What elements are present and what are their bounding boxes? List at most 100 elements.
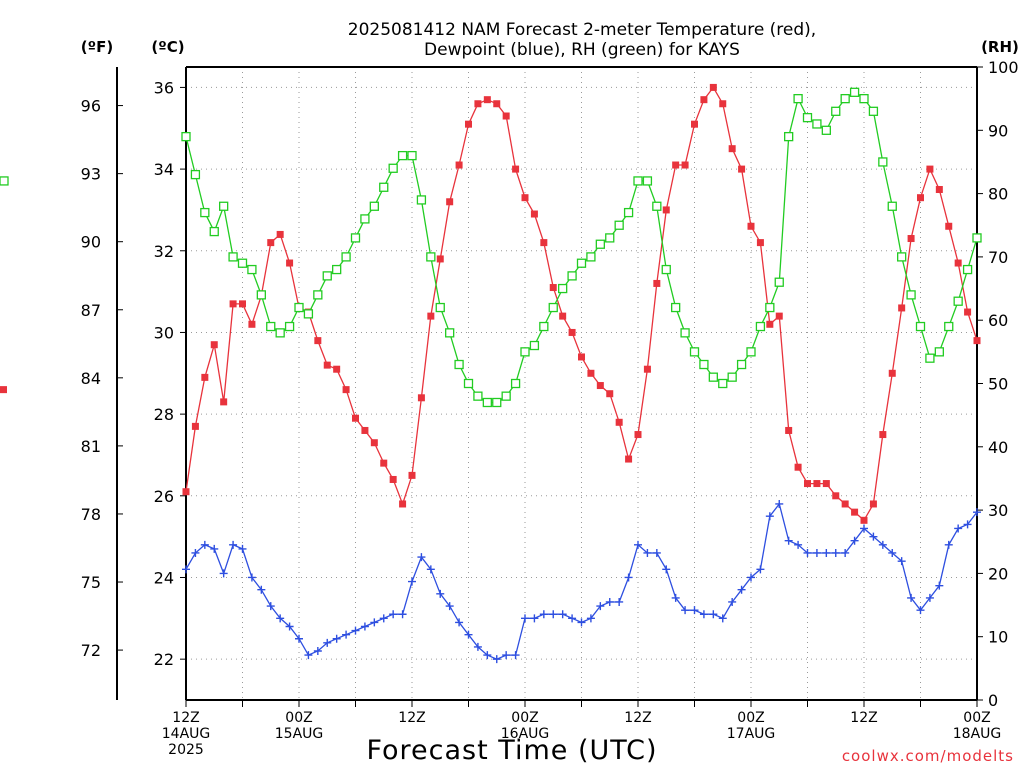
dewpoint-point — [313, 646, 322, 655]
temperature-point — [182, 488, 190, 496]
dewpoint-point — [690, 606, 699, 615]
rh-point — [784, 131, 794, 142]
temperature-point — [756, 239, 764, 247]
dewpoint-point — [634, 540, 642, 549]
temperature-point — [380, 459, 388, 467]
temperature-point — [0, 386, 7, 394]
fahrenheit-tick-label: 78 — [81, 505, 101, 524]
temperature-point — [738, 165, 746, 173]
temperature-point — [672, 161, 680, 169]
dewpoint-point — [370, 618, 379, 627]
dewpoint-point — [200, 540, 209, 549]
rh-point — [473, 391, 483, 401]
dewpoint-point — [276, 614, 285, 623]
temperature-point — [747, 222, 755, 230]
rh-point — [972, 233, 982, 243]
rh-point — [539, 321, 549, 332]
fahrenheit-unit-label: (ºF) — [81, 38, 113, 56]
dewpoint-point — [671, 593, 680, 602]
source-credit: coolwx.com/modelts — [842, 747, 1014, 765]
rh-point — [294, 302, 304, 313]
dewpoint-point — [954, 524, 963, 533]
temperature-point — [314, 337, 322, 345]
temperature-point — [286, 259, 294, 267]
temperature-point — [681, 161, 689, 169]
temperature-point — [926, 165, 934, 173]
dewpoint-point — [775, 499, 784, 508]
rh-point — [831, 106, 841, 116]
time-tick-label: 12Z — [624, 710, 651, 726]
rh-tick-label: 20 — [988, 564, 1008, 583]
dewpoint-point — [728, 597, 737, 606]
temperature-point — [879, 431, 887, 439]
rh-point — [332, 264, 342, 275]
temperature-point — [493, 100, 501, 108]
dewpoint-point — [756, 565, 765, 574]
rh-point — [266, 321, 276, 332]
fahrenheit-tick-label: 96 — [81, 97, 101, 116]
rh-point — [840, 94, 850, 104]
temperature-series — [0, 83, 981, 524]
dewpoint-point — [191, 548, 200, 557]
rh-point — [426, 252, 436, 262]
dewpoint-point — [492, 655, 501, 664]
dewpoint-point — [784, 536, 793, 545]
dewpoint-point — [615, 597, 624, 606]
rh-point — [897, 252, 907, 262]
dewpoint-point — [445, 602, 454, 611]
temperature-point — [794, 463, 802, 471]
temperature-point — [907, 235, 915, 243]
rh-point — [313, 290, 323, 300]
rh-point — [774, 277, 784, 287]
rh-point — [953, 296, 963, 306]
dewpoint-point — [521, 614, 529, 623]
temperature-point — [465, 120, 472, 128]
rh-tick-label: 10 — [988, 628, 1008, 647]
rh-point — [350, 233, 361, 243]
rh-point — [445, 328, 455, 338]
temperature-point — [502, 112, 510, 120]
dewpoint-point — [558, 610, 567, 619]
temperature-point — [822, 480, 830, 488]
time-tick-label: 12Z — [850, 710, 877, 726]
rh-point — [595, 239, 605, 249]
temperature-point — [728, 145, 736, 153]
dewpoint-point — [916, 606, 925, 615]
rh-point — [661, 264, 671, 275]
dewpoint-point — [812, 548, 821, 557]
temperature-point — [625, 455, 633, 463]
temperature-point — [851, 508, 859, 516]
time-tick-label: 15AUG — [275, 726, 324, 742]
temperature-point — [389, 475, 397, 483]
temperature-point — [540, 239, 548, 247]
rh-tick-label: 90 — [988, 121, 1008, 140]
rh-series — [0, 87, 982, 408]
temperature-point — [954, 259, 962, 267]
rh-tick-label: 80 — [988, 185, 1008, 204]
dewpoint-point — [925, 593, 934, 602]
rh-tick-label: 100 — [988, 58, 1019, 77]
rh-point — [962, 264, 973, 275]
celsius-tick-label: 28 — [154, 405, 174, 424]
temperature-point — [804, 480, 811, 488]
rh-point — [397, 150, 408, 161]
rh-point — [303, 309, 314, 319]
time-tick-label: 00Z — [285, 710, 312, 726]
rh-point — [369, 201, 379, 211]
celsius-tick-label: 34 — [154, 160, 174, 179]
temperature-point — [417, 394, 425, 402]
temperature-point — [587, 369, 595, 377]
rh-point — [802, 112, 813, 123]
temperature-point — [220, 398, 228, 406]
rh-point — [548, 302, 558, 313]
time-tick-label: 18AUG — [953, 726, 1002, 742]
plot-grid — [186, 67, 977, 700]
rh-point — [190, 169, 201, 180]
dewpoint-point — [794, 540, 803, 549]
dewpoint-point — [266, 602, 275, 611]
time-tick-label: 16AUG — [501, 726, 550, 742]
temperature-point — [596, 382, 604, 390]
temperature-point — [530, 210, 538, 218]
dewpoint-point — [332, 634, 341, 643]
temperature-point — [634, 431, 642, 439]
